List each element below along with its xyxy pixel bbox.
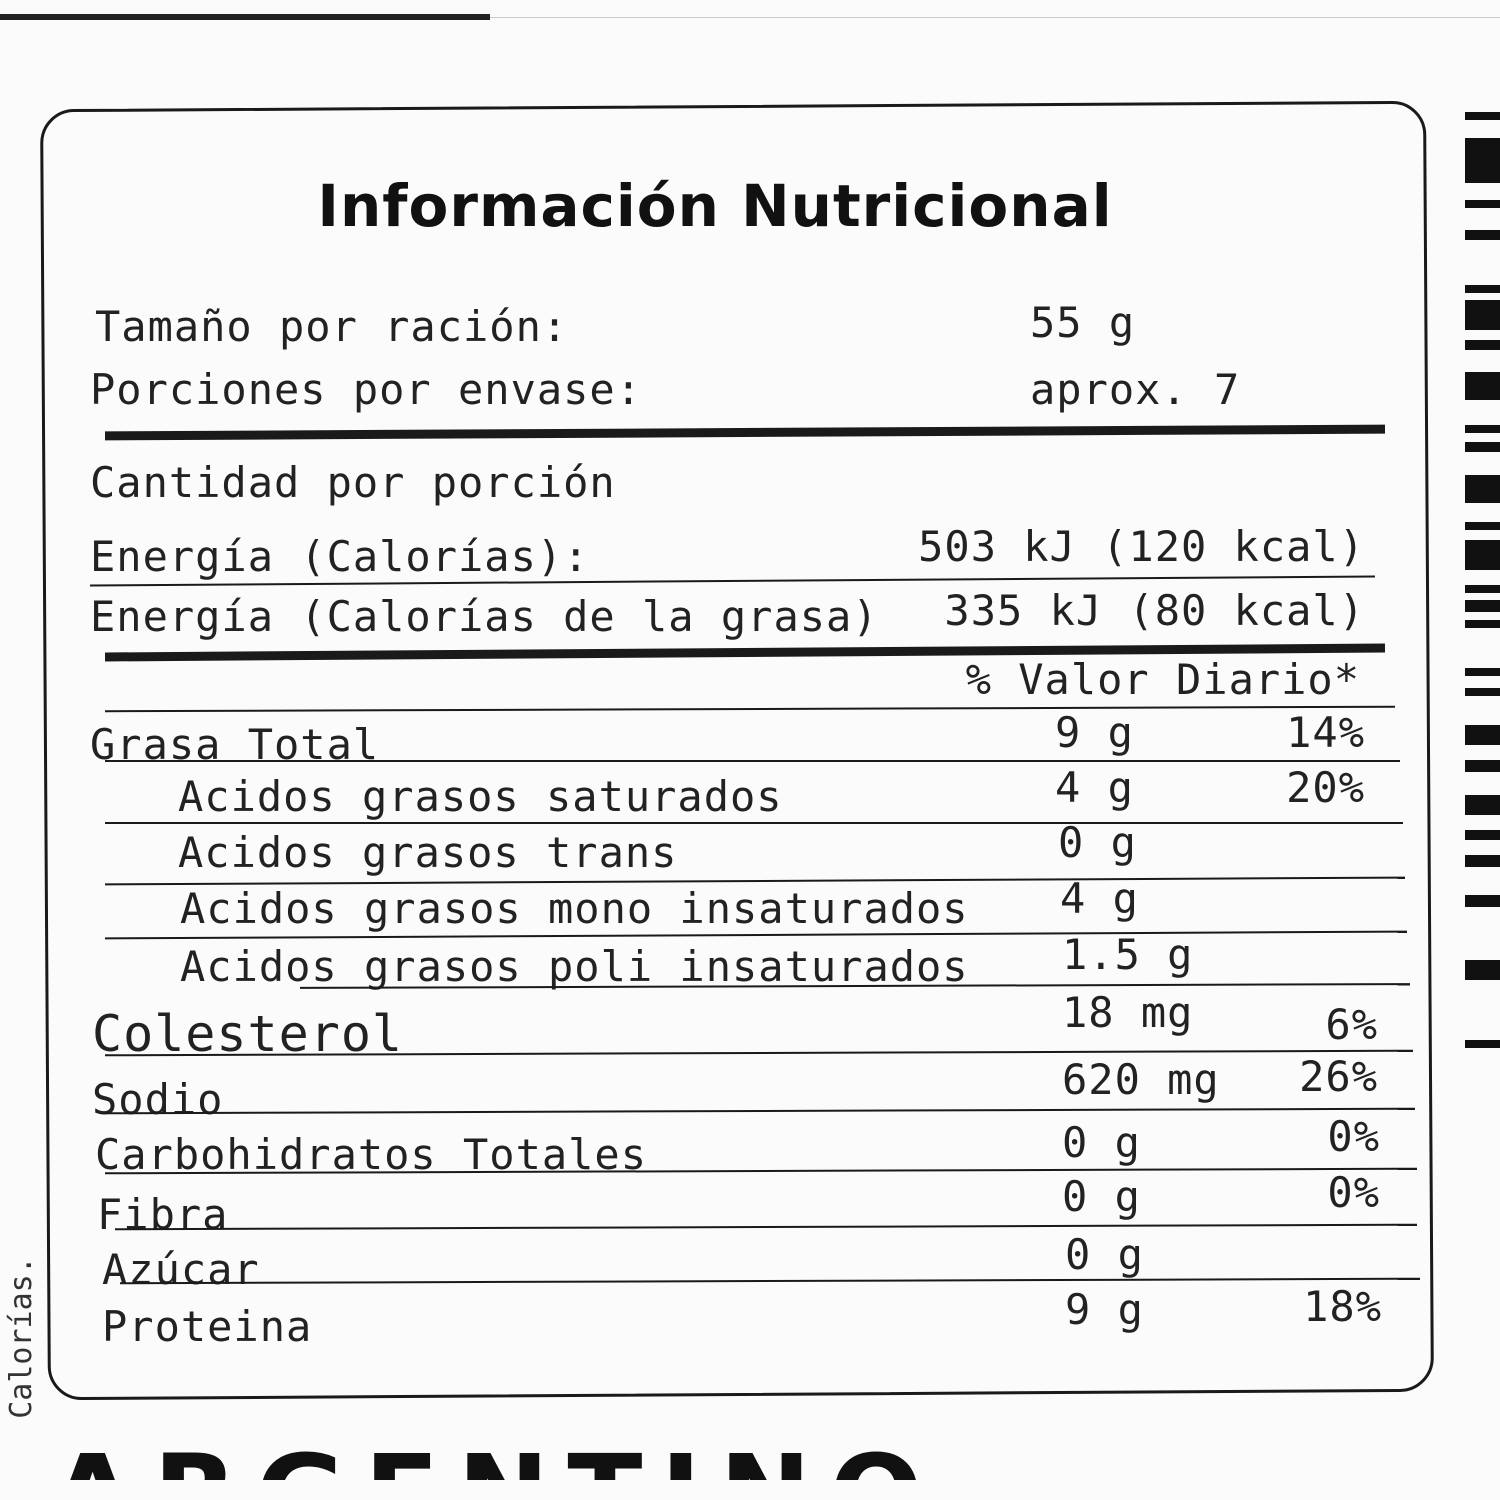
energy-fat-value: 335 kJ (80 kcal): [944, 586, 1365, 635]
nutrient-dv: 0%: [1327, 1112, 1380, 1161]
package-edge: [0, 14, 490, 20]
nutrient-dv: 6%: [1325, 1000, 1378, 1049]
energy-fat-label: Energía (Calorías de la grasa): [90, 592, 879, 641]
nutrient-amount: 9 g: [1055, 708, 1134, 757]
nutrient-amount: 0 g: [1058, 818, 1137, 867]
portions-value: aprox. 7: [1030, 365, 1241, 414]
label-title: Información Nutricional: [317, 172, 1113, 240]
nutrient-dv: 0%: [1327, 1168, 1380, 1217]
energy-value: 503 kJ (120 kcal): [918, 522, 1365, 571]
nutrient-name: Fibra: [97, 1190, 229, 1239]
nutrient-dv: 20%: [1286, 763, 1365, 812]
serving-size-label: Tamaño por ración:: [95, 302, 569, 351]
energy-label: Energía (Calorías):: [90, 532, 590, 581]
nutrient-amount: 0 g: [1065, 1230, 1144, 1279]
nutrient-name: Azúcar: [102, 1245, 260, 1294]
nutrient-name: Sodio: [92, 1075, 224, 1124]
bottom-product-name-text: ARGENTINO: [50, 1440, 970, 1480]
nutrient-dv: 14%: [1286, 708, 1365, 757]
nutrient-name: Proteina: [102, 1302, 313, 1351]
portions-label: Porciones por envase:: [90, 365, 643, 414]
package-edge-line: [490, 17, 1500, 18]
nutrient-name: Acidos grasos saturados: [178, 772, 783, 821]
nutrient-amount: 0 g: [1062, 1118, 1141, 1167]
serving-size-value: 55 g: [1030, 298, 1136, 347]
side-text: Calorías.: [3, 1256, 39, 1419]
nutrient-amount: 0 g: [1062, 1172, 1141, 1221]
nutrient-amount: 9 g: [1065, 1285, 1144, 1334]
nutrient-name: Acidos grasos poli insaturados: [180, 942, 969, 991]
nutrient-amount: 620 mg: [1062, 1055, 1220, 1104]
nutrient-name: Acidos grasos trans: [178, 828, 678, 877]
nutrient-amount: 4 g: [1060, 874, 1139, 923]
divider: [105, 822, 1403, 824]
amount-per-portion-label: Cantidad por porción: [90, 458, 616, 507]
divider: [105, 760, 1400, 762]
nutrient-dv: 18%: [1303, 1282, 1382, 1331]
nutrient-dv: 26%: [1299, 1052, 1378, 1101]
bottom-product-name: ARGENTINO: [50, 1440, 970, 1480]
nutrient-amount: 4 g: [1055, 763, 1134, 812]
nutrient-amount: 18 mg: [1062, 988, 1194, 1037]
nutrient-name: Acidos grasos mono insaturados: [180, 884, 969, 933]
daily-value-header: % Valor Diario*: [965, 655, 1360, 704]
nutrient-amount: 1.5 g: [1062, 930, 1194, 979]
